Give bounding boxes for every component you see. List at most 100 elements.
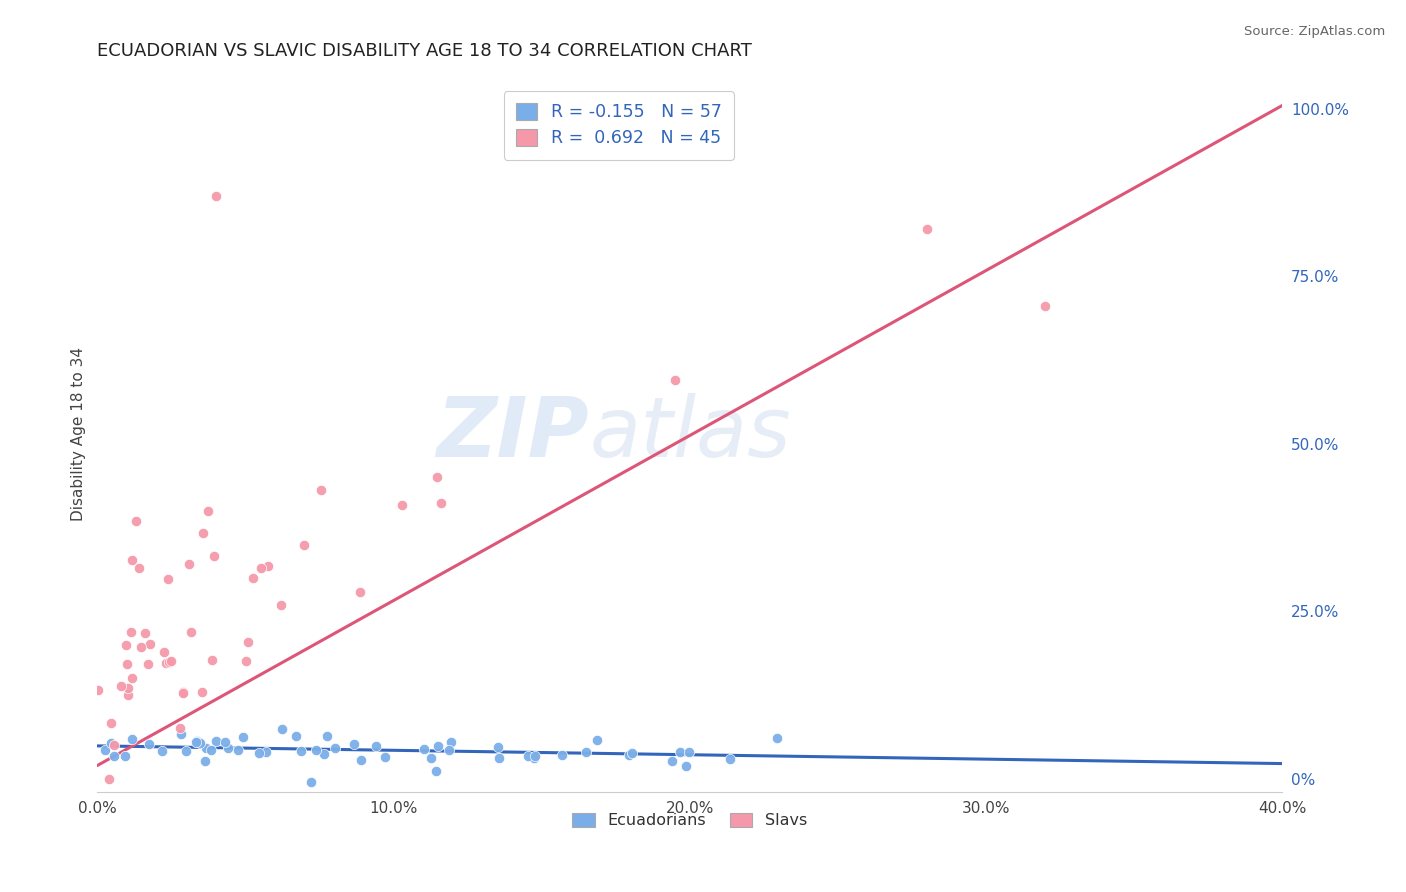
- Point: [1035, 300, 1057, 314]
- Point: [129, 640, 152, 654]
- Point: [254, 745, 277, 759]
- Point: [620, 746, 643, 760]
- Point: [214, 735, 236, 749]
- Point: [242, 571, 264, 585]
- Point: [238, 634, 260, 648]
- Point: [349, 584, 371, 599]
- Point: [257, 559, 280, 574]
- Point: [191, 685, 214, 699]
- Point: [155, 656, 177, 670]
- Point: [585, 733, 607, 747]
- Point: [271, 722, 294, 736]
- Point: [350, 753, 373, 767]
- Point: [172, 686, 194, 700]
- Point: [343, 737, 366, 751]
- Point: [427, 739, 450, 753]
- Point: [128, 560, 150, 574]
- Point: [117, 681, 139, 695]
- Point: [193, 525, 215, 540]
- Point: [100, 736, 122, 750]
- Point: [419, 751, 441, 765]
- Point: [121, 671, 143, 685]
- Point: [661, 754, 683, 768]
- Point: [184, 734, 207, 748]
- Legend: Ecuadorians, Slavs: Ecuadorians, Slavs: [567, 806, 814, 835]
- Point: [247, 746, 270, 760]
- Point: [374, 750, 396, 764]
- Point: [197, 504, 219, 518]
- Text: ECUADORIAN VS SLAVIC DISABILITY AGE 18 TO 34 CORRELATION CHART: ECUADORIAN VS SLAVIC DISABILITY AGE 18 T…: [97, 42, 752, 60]
- Point: [204, 733, 226, 747]
- Point: [664, 373, 686, 387]
- Point: [180, 625, 202, 640]
- Text: Source: ZipAtlas.com: Source: ZipAtlas.com: [1244, 25, 1385, 38]
- Point: [187, 735, 209, 749]
- Point: [669, 745, 692, 759]
- Point: [323, 741, 346, 756]
- Point: [523, 749, 546, 764]
- Point: [201, 652, 224, 666]
- Point: [97, 772, 120, 786]
- Point: [488, 751, 510, 765]
- Point: [617, 747, 640, 762]
- Point: [305, 742, 328, 756]
- Point: [915, 222, 938, 236]
- Point: [486, 740, 509, 755]
- Point: [120, 625, 142, 640]
- Point: [134, 625, 156, 640]
- Point: [188, 735, 211, 749]
- Point: [205, 189, 228, 203]
- Point: [551, 748, 574, 763]
- Point: [575, 745, 598, 759]
- Y-axis label: Disability Age 18 to 34: Disability Age 18 to 34: [72, 347, 86, 521]
- Point: [226, 743, 249, 757]
- Point: [186, 734, 208, 748]
- Point: [678, 745, 700, 759]
- Point: [93, 743, 115, 757]
- Point: [170, 727, 193, 741]
- Point: [249, 561, 271, 575]
- Point: [103, 749, 125, 764]
- Point: [364, 739, 387, 753]
- Point: [179, 557, 201, 571]
- Point: [299, 775, 322, 789]
- Point: [312, 747, 335, 761]
- Point: [285, 729, 308, 743]
- Point: [172, 685, 194, 699]
- Point: [150, 744, 173, 758]
- Point: [217, 741, 239, 756]
- Point: [139, 637, 162, 651]
- Point: [117, 688, 139, 702]
- Point: [115, 638, 138, 652]
- Point: [169, 721, 191, 735]
- Point: [232, 730, 254, 744]
- Point: [270, 598, 292, 612]
- Point: [235, 654, 257, 668]
- Point: [195, 740, 218, 755]
- Point: [309, 483, 332, 498]
- Text: atlas: atlas: [589, 393, 790, 475]
- Point: [294, 538, 316, 552]
- Point: [100, 716, 122, 731]
- Point: [87, 682, 110, 697]
- Point: [124, 514, 146, 528]
- Point: [159, 654, 181, 668]
- Point: [103, 738, 125, 752]
- Point: [200, 743, 222, 757]
- Point: [138, 737, 160, 751]
- Point: [176, 744, 198, 758]
- Point: [412, 742, 434, 756]
- Point: [121, 553, 143, 567]
- Point: [718, 751, 741, 765]
- Point: [157, 655, 180, 669]
- Point: [156, 572, 179, 586]
- Point: [437, 743, 460, 757]
- Point: [315, 729, 337, 743]
- Point: [290, 744, 312, 758]
- Point: [523, 751, 546, 765]
- Point: [517, 749, 540, 764]
- Point: [136, 657, 159, 671]
- Point: [121, 732, 143, 747]
- Point: [425, 764, 447, 779]
- Text: ZIP: ZIP: [436, 393, 589, 475]
